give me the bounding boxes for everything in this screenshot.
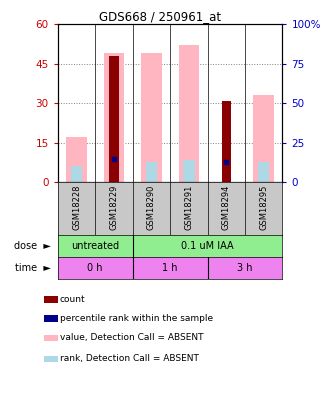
Bar [141,53,162,182]
Text: GDS668 / 250961_at: GDS668 / 250961_at [100,10,221,23]
Text: 0.1 uM IAA: 0.1 uM IAA [181,241,234,251]
Bar [222,100,231,182]
Text: GSM18229: GSM18229 [109,185,118,230]
Text: GSM18228: GSM18228 [72,185,81,230]
Bar [104,53,124,182]
Text: dose  ►: dose ► [14,241,51,251]
Text: 1 h: 1 h [162,263,178,273]
Text: untreated: untreated [71,241,119,251]
Text: value, Detection Call = ABSENT: value, Detection Call = ABSENT [60,333,203,342]
Text: GSM18294: GSM18294 [222,185,231,230]
Bar [44,296,58,303]
Bar [178,45,199,182]
Text: percentile rank within the sample: percentile rank within the sample [60,314,213,323]
Bar [254,96,274,182]
Bar [258,162,269,182]
Bar [109,56,118,182]
Text: 0 h: 0 h [88,263,103,273]
Bar [146,162,157,182]
Text: GSM18295: GSM18295 [259,185,268,230]
Text: GSM18291: GSM18291 [184,185,193,230]
Text: GSM18290: GSM18290 [147,185,156,230]
Bar [66,138,87,182]
Text: count: count [60,295,85,304]
Bar [71,166,82,182]
Bar [44,315,58,322]
Text: rank, Detection Call = ABSENT: rank, Detection Call = ABSENT [60,354,198,363]
Bar [183,160,195,182]
Bar [44,356,58,362]
Bar [44,335,58,341]
Text: 3 h: 3 h [237,263,253,273]
Text: time  ►: time ► [15,263,51,273]
